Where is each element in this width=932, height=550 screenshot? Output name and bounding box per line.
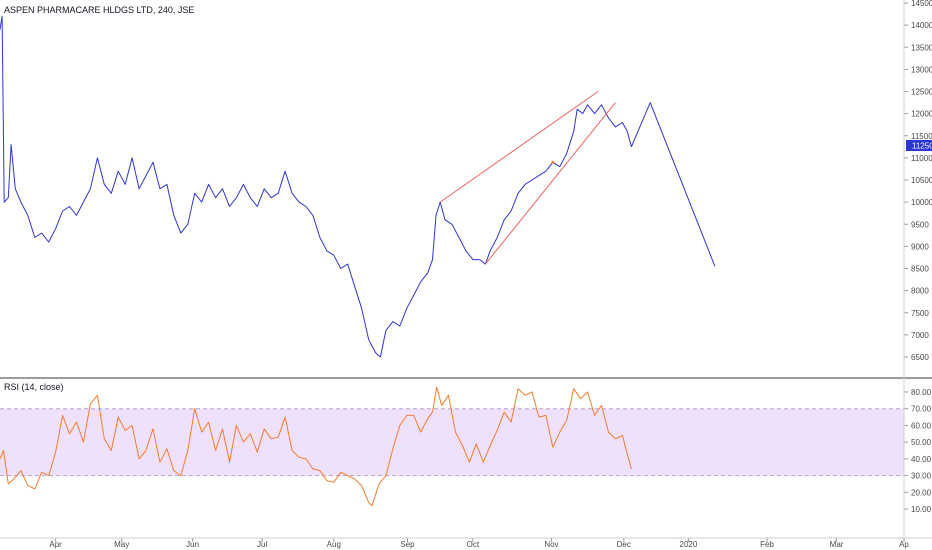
time-tick-label: Sep xyxy=(400,540,415,549)
time-axis: Apr May Jun Jul Aug Sep Oct Nov Dec 2020 Feb Mar Ap xyxy=(49,538,909,549)
rsi-tick-label: 30.00 xyxy=(911,472,932,481)
price-tick-label: 9500 xyxy=(911,220,929,229)
time-tick-label: Feb xyxy=(760,540,774,549)
chart-title: ASPEN PHARMACARE HLDGS LTD, 240, JSE xyxy=(4,5,194,15)
rsi-tick-label: 80.00 xyxy=(911,388,932,397)
price-tick-label: 12500 xyxy=(911,88,932,97)
rsi-tick-label: 40.00 xyxy=(911,455,932,464)
price-axis: 6500 7000 7500 8000 8500 9000 9500 10000 10500 11… xyxy=(904,0,932,362)
price-tick-label: 8500 xyxy=(911,265,929,274)
rsi-band-fill xyxy=(0,408,904,476)
time-tick-label: Oct xyxy=(467,540,480,549)
time-tick-label: Ap xyxy=(899,540,909,549)
series-layer xyxy=(0,15,716,507)
price-tick-label: 10000 xyxy=(911,198,932,207)
time-tick-label: Jun xyxy=(186,540,199,549)
price-tick-label: 9000 xyxy=(911,242,929,251)
price-tick-label: 8000 xyxy=(911,287,929,296)
price-tick-label: 6500 xyxy=(911,353,929,362)
time-tick-label: Nov xyxy=(544,540,558,549)
price-tick-label: 13000 xyxy=(911,65,932,74)
rsi-tick-label: 50.00 xyxy=(911,438,932,447)
rsi-axis: 10.00 20.00 30.00 40.00 50.00 60.00 70.00 80.00 xyxy=(904,388,932,514)
last-price-badge: 11250 xyxy=(906,140,932,151)
lower-channel-line xyxy=(485,102,616,265)
price-tick-label: 11000 xyxy=(911,154,932,163)
time-tick-label: Jul xyxy=(257,540,267,549)
projection-line xyxy=(630,102,716,267)
rsi-tick-label: 70.00 xyxy=(911,405,932,414)
price-tick-label: 12000 xyxy=(911,110,932,119)
time-tick-label: May xyxy=(114,540,129,549)
price-tick-label: 13500 xyxy=(911,43,932,52)
rsi-band xyxy=(0,408,904,477)
last-price-label: 11250 xyxy=(912,142,932,151)
price-tick-label: 10500 xyxy=(911,176,932,185)
price-tick-label: 7500 xyxy=(911,309,929,318)
rsi-tick-label: 60.00 xyxy=(911,421,932,430)
time-tick-label: Aug xyxy=(327,540,341,549)
upper-channel-line xyxy=(439,91,599,203)
price-tick-label: 14000 xyxy=(911,21,932,30)
rsi-tick-label: 10.00 xyxy=(911,505,932,514)
rsi-line xyxy=(0,386,632,507)
rsi-title: RSI (14, close) xyxy=(4,382,64,392)
time-tick-label: Dec xyxy=(617,540,631,549)
price-line xyxy=(0,15,632,358)
price-tick-label: 11500 xyxy=(911,132,932,141)
time-tick-label: Apr xyxy=(49,540,62,549)
price-tick-label: 7000 xyxy=(911,331,929,340)
price-tick-label: 14500 xyxy=(911,0,932,8)
signal-marker xyxy=(551,160,555,164)
time-tick-label: 2020 xyxy=(680,540,698,549)
rsi-tick-label: 20.00 xyxy=(911,488,932,497)
time-tick-label: Mar xyxy=(830,540,844,549)
